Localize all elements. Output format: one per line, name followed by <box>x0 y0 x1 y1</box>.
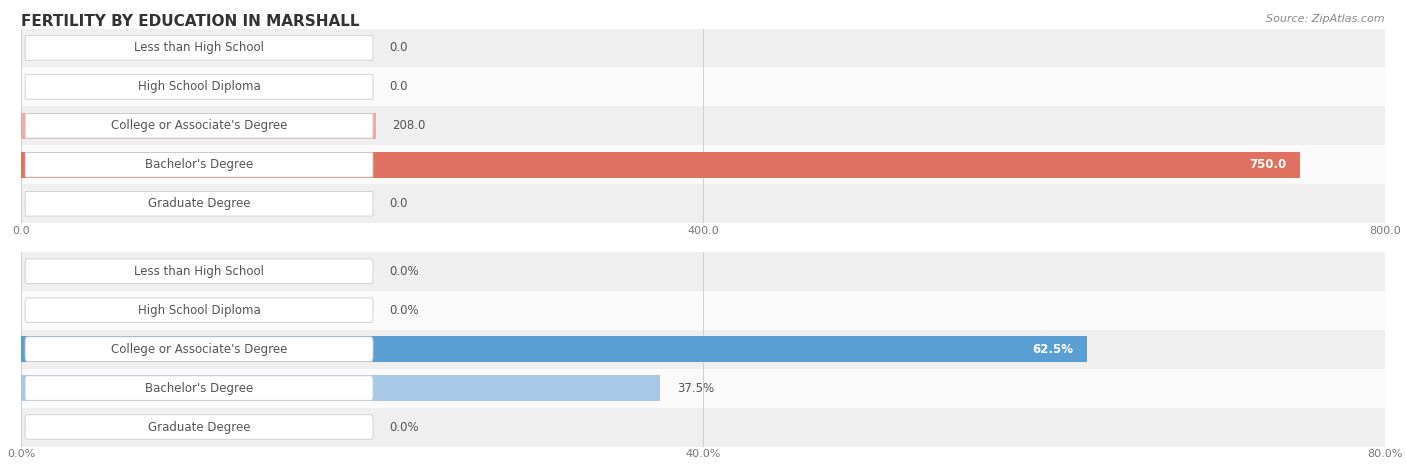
Bar <box>21 336 1087 362</box>
FancyBboxPatch shape <box>25 337 373 361</box>
Bar <box>21 330 1385 369</box>
FancyBboxPatch shape <box>25 152 373 177</box>
Bar <box>21 408 1385 446</box>
Text: Bachelor's Degree: Bachelor's Degree <box>145 158 253 171</box>
Text: Less than High School: Less than High School <box>134 41 264 55</box>
Text: Graduate Degree: Graduate Degree <box>148 197 250 210</box>
Text: 0.0: 0.0 <box>389 197 408 210</box>
Bar <box>21 113 375 139</box>
Text: High School Diploma: High School Diploma <box>138 304 260 317</box>
Bar <box>21 106 1385 145</box>
FancyBboxPatch shape <box>25 75 373 99</box>
Text: Source: ZipAtlas.com: Source: ZipAtlas.com <box>1267 14 1385 24</box>
Bar <box>21 184 1385 223</box>
Bar <box>21 369 1385 408</box>
Text: College or Associate's Degree: College or Associate's Degree <box>111 119 287 133</box>
Text: 750.0: 750.0 <box>1249 158 1286 171</box>
Text: High School Diploma: High School Diploma <box>138 80 260 94</box>
FancyBboxPatch shape <box>25 298 373 323</box>
FancyBboxPatch shape <box>25 376 373 400</box>
Bar <box>21 67 1385 106</box>
Bar <box>21 375 661 401</box>
Text: College or Associate's Degree: College or Associate's Degree <box>111 342 287 356</box>
FancyBboxPatch shape <box>25 259 373 284</box>
Text: 62.5%: 62.5% <box>1032 342 1073 356</box>
FancyBboxPatch shape <box>25 36 373 60</box>
Text: 0.0: 0.0 <box>389 80 408 94</box>
Text: 0.0%: 0.0% <box>389 304 419 317</box>
Text: 0.0%: 0.0% <box>389 420 419 434</box>
Bar <box>21 252 1385 291</box>
Text: 37.5%: 37.5% <box>676 381 714 395</box>
Bar <box>21 291 1385 330</box>
Text: 0.0%: 0.0% <box>389 265 419 278</box>
Bar <box>21 145 1385 184</box>
Bar <box>21 152 1299 178</box>
FancyBboxPatch shape <box>25 191 373 216</box>
FancyBboxPatch shape <box>25 114 373 138</box>
Text: 0.0: 0.0 <box>389 41 408 55</box>
Text: Bachelor's Degree: Bachelor's Degree <box>145 381 253 395</box>
FancyBboxPatch shape <box>25 415 373 439</box>
Text: Less than High School: Less than High School <box>134 265 264 278</box>
Bar <box>21 28 1385 67</box>
Text: 208.0: 208.0 <box>392 119 426 133</box>
Text: FERTILITY BY EDUCATION IN MARSHALL: FERTILITY BY EDUCATION IN MARSHALL <box>21 14 360 29</box>
Text: Graduate Degree: Graduate Degree <box>148 420 250 434</box>
